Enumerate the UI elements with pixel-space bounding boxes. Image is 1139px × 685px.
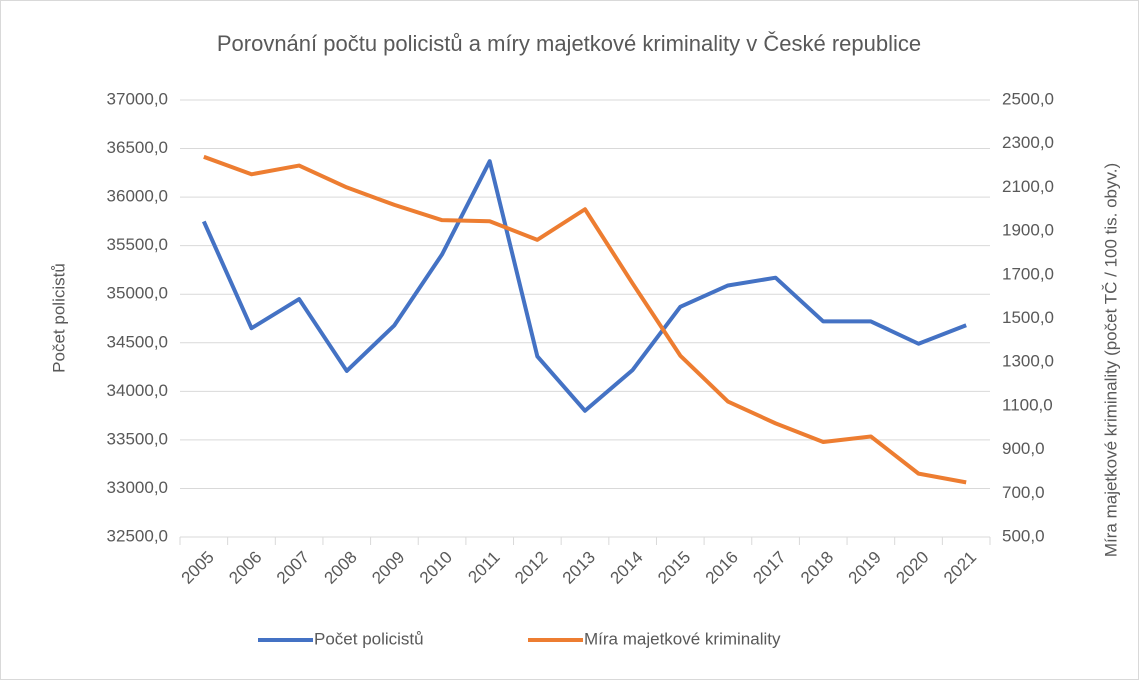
y2-tick-label: 2500,0 <box>1002 89 1054 108</box>
y-tick-label: 33000,0 <box>107 478 168 497</box>
y2-axis-title: Míra majetkové kriminality (počet TČ / 1… <box>1101 163 1120 557</box>
chart-title: Porovnání počtu policistů a míry majetko… <box>217 31 921 56</box>
y2-tick-label: 2300,0 <box>1002 133 1054 152</box>
y-tick-label: 35000,0 <box>107 284 168 303</box>
series-line <box>201 159 967 413</box>
y2-tick-label: 2100,0 <box>1002 177 1054 196</box>
y2-tick-label: 1300,0 <box>1002 352 1054 371</box>
y-axis-title: Počet policistů <box>49 263 68 373</box>
series-line <box>203 154 967 485</box>
y-tick-label: 37000,0 <box>107 89 168 108</box>
y2-tick-label: 700,0 <box>1002 483 1045 502</box>
legend-label: Míra majetkové kriminality <box>584 629 781 648</box>
y2-tick-label: 1900,0 <box>1002 221 1054 240</box>
y2-tick-label: 1100,0 <box>1002 395 1053 414</box>
y-tick-label: 33500,0 <box>107 429 168 448</box>
y-tick-label: 34500,0 <box>107 332 168 351</box>
y-tick-label: 36500,0 <box>107 138 168 157</box>
y2-tick-label: 900,0 <box>1002 439 1045 458</box>
y-tick-label: 32500,0 <box>107 526 168 545</box>
y2-tick-label: 1500,0 <box>1002 308 1054 327</box>
y-tick-label: 35500,0 <box>107 235 168 254</box>
y2-tick-label: 500,0 <box>1002 526 1045 545</box>
y-tick-label: 36000,0 <box>107 187 168 206</box>
y-tick-label: 34000,0 <box>107 381 168 400</box>
legend-label: Počet policistů <box>314 629 424 648</box>
y2-tick-label: 1700,0 <box>1002 264 1054 283</box>
